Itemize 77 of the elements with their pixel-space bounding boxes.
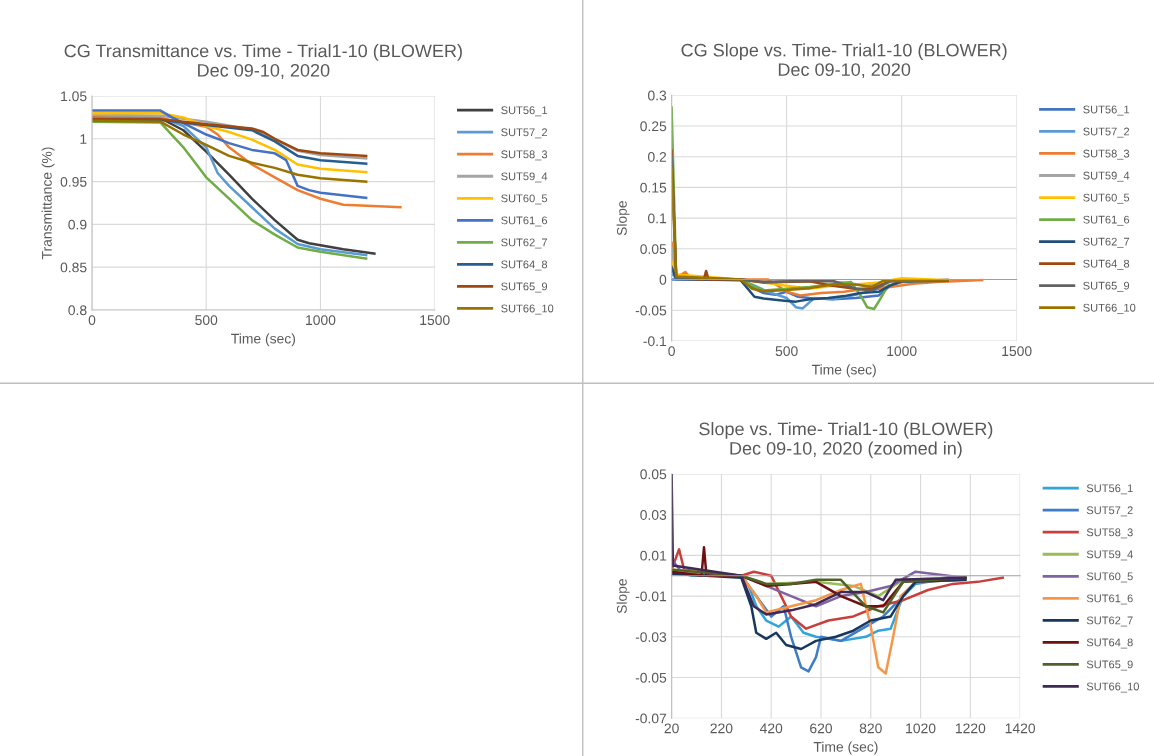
y-tick-label: 0.05 (640, 244, 667, 254)
chart-title: CG Transmittance vs. Time - Trial1-10 (BLOWER) Dec 09-10, 2020 (64, 44, 462, 79)
y-tick-label: 1.05 (61, 91, 87, 102)
x-tick-label: 220 (710, 723, 733, 734)
legend-label: SUT56_1 (1086, 484, 1133, 495)
y-tick-label: 0.9 (68, 219, 87, 230)
y-axis-title: Slope (616, 200, 630, 236)
y-tick-label: 0.03 (640, 510, 667, 520)
legend-label: SUT66_10 (501, 304, 554, 315)
chart-title: Slope vs. Time- Trial1-10 (BLOWER) Dec 09-10, 2020 (zoomed in) (699, 422, 993, 459)
legend-label: SUT62_7 (501, 238, 548, 249)
x-tick-label: 1420 (1005, 723, 1036, 734)
x-tick-label: 0 (88, 315, 96, 326)
legend-label: SUT58_3 (501, 150, 548, 161)
y-tick-label: 0.8 (68, 305, 87, 316)
x-tick-label: 620 (810, 723, 833, 734)
legend-label: SUT65_9 (1086, 660, 1133, 671)
x-tick-label: 500 (775, 346, 798, 357)
legend-label: SUT56_1 (501, 106, 548, 117)
x-axis-title: Time (sec) (231, 333, 296, 347)
y-tick-label: 0.25 (640, 121, 667, 132)
y-tick-label: 0.1 (648, 213, 667, 224)
x-axis-title: Time (sec) (811, 364, 876, 378)
legend-label: SUT60_5 (1083, 193, 1130, 204)
y-tick-label: 0.3 (648, 90, 667, 101)
legend-label: SUT60_5 (1086, 572, 1133, 583)
legend-label: SUT58_3 (1086, 528, 1133, 539)
y-tick-label: -0.07 (635, 713, 667, 724)
y-axis-title: Transmittance (%) (41, 147, 55, 260)
legend-label: SUT64_8 (1086, 638, 1133, 649)
x-tick-label: 1000 (887, 346, 917, 357)
legend-label: SUT61_6 (1086, 594, 1133, 605)
legend-label: SUT57_2 (1086, 506, 1133, 517)
x-tick-label: 20 (664, 723, 679, 734)
legend-label: SUT64_8 (501, 260, 548, 271)
y-tick-label: 0 (659, 274, 667, 285)
legend-label: SUT59_4 (1083, 171, 1130, 182)
y-tick-label: 0.15 (640, 182, 667, 193)
y-tick-label: -0.05 (635, 672, 667, 683)
x-tick-label: 420 (759, 723, 783, 734)
y-tick-label: 1 (80, 134, 87, 144)
y-tick-label: 0.2 (648, 152, 667, 162)
y-tick-label: -0.01 (635, 591, 667, 602)
x-tick-label: 1220 (955, 723, 986, 734)
legend-label: SUT62_7 (1083, 237, 1130, 248)
legend-label: SUT59_4 (1086, 550, 1133, 561)
legend-label: SUT56_1 (1083, 105, 1130, 116)
legend-label: SUT65_9 (501, 282, 548, 293)
x-tick-label: 820 (859, 723, 882, 734)
y-tick-label: 0.85 (60, 262, 87, 273)
y-tick-label: 0.01 (640, 550, 667, 561)
chart-title: CG Slope vs. Time- Trial1-10 (BLOWER) Dec 09-10, 2020 (681, 43, 1007, 79)
y-tick-label: -0.1 (643, 336, 667, 347)
legend-label: SUT58_3 (1083, 149, 1130, 160)
y-tick-label: 0.05 (640, 469, 667, 480)
y-axis-title: Slope (616, 578, 630, 614)
x-tick-label: 1500 (420, 315, 450, 326)
legend-label: SUT65_9 (1083, 281, 1130, 292)
legend-label: SUT57_2 (1083, 127, 1130, 138)
legend-label: SUT60_5 (501, 194, 548, 205)
legend-label: SUT61_6 (501, 216, 548, 227)
legend-label: SUT64_8 (1083, 259, 1130, 270)
legend-label: SUT59_4 (501, 172, 548, 183)
legend-label: SUT57_2 (501, 128, 548, 139)
legend-label: SUT62_7 (1086, 616, 1133, 627)
legend-label: SUT61_6 (1083, 215, 1130, 226)
x-tick-label: 500 (195, 315, 218, 326)
y-tick-label: -0.03 (635, 632, 667, 642)
x-tick-label: 1500 (1002, 346, 1032, 357)
legend-label: SUT66_10 (1086, 682, 1139, 693)
y-tick-label: -0.05 (635, 305, 667, 316)
x-tick-label: 1000 (306, 315, 336, 326)
y-tick-label: 0.95 (60, 176, 87, 187)
x-tick-label: 0 (668, 346, 675, 357)
x-axis-title: Time (sec) (813, 741, 878, 755)
legend-label: SUT66_10 (1083, 303, 1136, 314)
x-tick-label: 1020 (906, 723, 936, 734)
